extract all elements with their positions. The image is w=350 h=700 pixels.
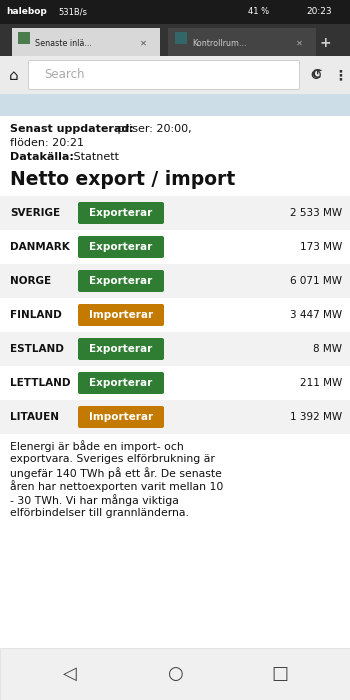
FancyBboxPatch shape bbox=[0, 298, 350, 332]
FancyBboxPatch shape bbox=[12, 28, 160, 56]
FancyBboxPatch shape bbox=[78, 338, 164, 360]
Text: Search: Search bbox=[44, 69, 84, 81]
FancyBboxPatch shape bbox=[175, 32, 187, 44]
Text: Exporterar: Exporterar bbox=[89, 208, 153, 218]
Text: Statnett: Statnett bbox=[70, 152, 119, 162]
FancyBboxPatch shape bbox=[78, 406, 164, 428]
Text: 1 392 MW: 1 392 MW bbox=[290, 412, 342, 422]
Text: Importerar: Importerar bbox=[89, 310, 153, 320]
Text: Exporterar: Exporterar bbox=[89, 242, 153, 252]
FancyBboxPatch shape bbox=[78, 304, 164, 326]
Text: 531B/s: 531B/s bbox=[58, 8, 87, 17]
Text: Datakälla:: Datakälla: bbox=[10, 152, 74, 162]
Text: 8 MW: 8 MW bbox=[313, 344, 342, 354]
Text: LETTLAND: LETTLAND bbox=[10, 378, 70, 388]
Text: Senaste inlä...: Senaste inlä... bbox=[35, 38, 92, 48]
Text: Netto export / import: Netto export / import bbox=[10, 170, 235, 189]
FancyBboxPatch shape bbox=[28, 60, 300, 90]
Text: ↺: ↺ bbox=[310, 67, 322, 83]
Text: ⌂: ⌂ bbox=[9, 67, 19, 83]
FancyBboxPatch shape bbox=[0, 366, 350, 400]
Text: ✕: ✕ bbox=[295, 38, 302, 48]
Text: ESTLAND: ESTLAND bbox=[10, 344, 64, 354]
FancyBboxPatch shape bbox=[0, 24, 350, 56]
Text: Elenergi är både en import- och: Elenergi är både en import- och bbox=[10, 440, 184, 452]
Text: □: □ bbox=[272, 665, 288, 683]
Text: FINLAND: FINLAND bbox=[10, 310, 62, 320]
Text: 20:23: 20:23 bbox=[306, 8, 332, 17]
Text: Importerar: Importerar bbox=[89, 412, 153, 422]
Text: 2 533 MW: 2 533 MW bbox=[290, 208, 342, 218]
Text: Kontrollrum...: Kontrollrum... bbox=[192, 38, 246, 48]
FancyBboxPatch shape bbox=[0, 400, 350, 434]
Text: C: C bbox=[312, 69, 321, 81]
FancyBboxPatch shape bbox=[0, 264, 350, 298]
FancyBboxPatch shape bbox=[0, 196, 350, 230]
FancyBboxPatch shape bbox=[168, 28, 316, 56]
Text: exportvara. Sveriges elförbrukning är: exportvara. Sveriges elförbrukning är bbox=[10, 454, 215, 463]
Text: Exporterar: Exporterar bbox=[89, 344, 153, 354]
Text: DANMARK: DANMARK bbox=[10, 242, 70, 252]
Text: ⋮: ⋮ bbox=[333, 68, 347, 82]
FancyBboxPatch shape bbox=[0, 648, 350, 700]
Text: 3 447 MW: 3 447 MW bbox=[290, 310, 342, 320]
FancyBboxPatch shape bbox=[18, 32, 30, 44]
FancyBboxPatch shape bbox=[78, 202, 164, 224]
Text: halebop: halebop bbox=[6, 8, 47, 17]
Text: Senast uppdaterad:: Senast uppdaterad: bbox=[10, 124, 134, 134]
Text: 211 MW: 211 MW bbox=[300, 378, 342, 388]
Text: Exporterar: Exporterar bbox=[89, 378, 153, 388]
FancyBboxPatch shape bbox=[78, 372, 164, 394]
FancyBboxPatch shape bbox=[0, 332, 350, 366]
Text: ✕: ✕ bbox=[140, 38, 147, 48]
Text: LITAUEN: LITAUEN bbox=[10, 412, 59, 422]
Text: 41 %: 41 % bbox=[248, 8, 269, 17]
Text: - 30 TWh. Vi har många viktiga: - 30 TWh. Vi har många viktiga bbox=[10, 494, 179, 506]
Text: Exporterar: Exporterar bbox=[89, 276, 153, 286]
FancyBboxPatch shape bbox=[0, 56, 350, 94]
Text: åren har nettoexporten varit mellan 10: åren har nettoexporten varit mellan 10 bbox=[10, 480, 223, 492]
FancyBboxPatch shape bbox=[78, 270, 164, 292]
Text: ○: ○ bbox=[167, 665, 183, 683]
Text: +: + bbox=[319, 36, 331, 50]
Text: ◁: ◁ bbox=[63, 665, 77, 683]
Text: 6 071 MW: 6 071 MW bbox=[290, 276, 342, 286]
Text: 173 MW: 173 MW bbox=[300, 242, 342, 252]
FancyBboxPatch shape bbox=[78, 236, 164, 258]
Text: elförbindelser till grannländerna.: elförbindelser till grannländerna. bbox=[10, 508, 189, 517]
FancyBboxPatch shape bbox=[0, 0, 350, 24]
FancyBboxPatch shape bbox=[0, 230, 350, 264]
FancyBboxPatch shape bbox=[0, 94, 350, 116]
Text: ungefär 140 TWh på ett år. De senaste: ungefär 140 TWh på ett år. De senaste bbox=[10, 467, 222, 479]
Text: SVERIGE: SVERIGE bbox=[10, 208, 60, 218]
Text: flöden: 20:21: flöden: 20:21 bbox=[10, 138, 84, 148]
Text: priser: 20:00,: priser: 20:00, bbox=[114, 124, 192, 134]
Text: NORGE: NORGE bbox=[10, 276, 51, 286]
